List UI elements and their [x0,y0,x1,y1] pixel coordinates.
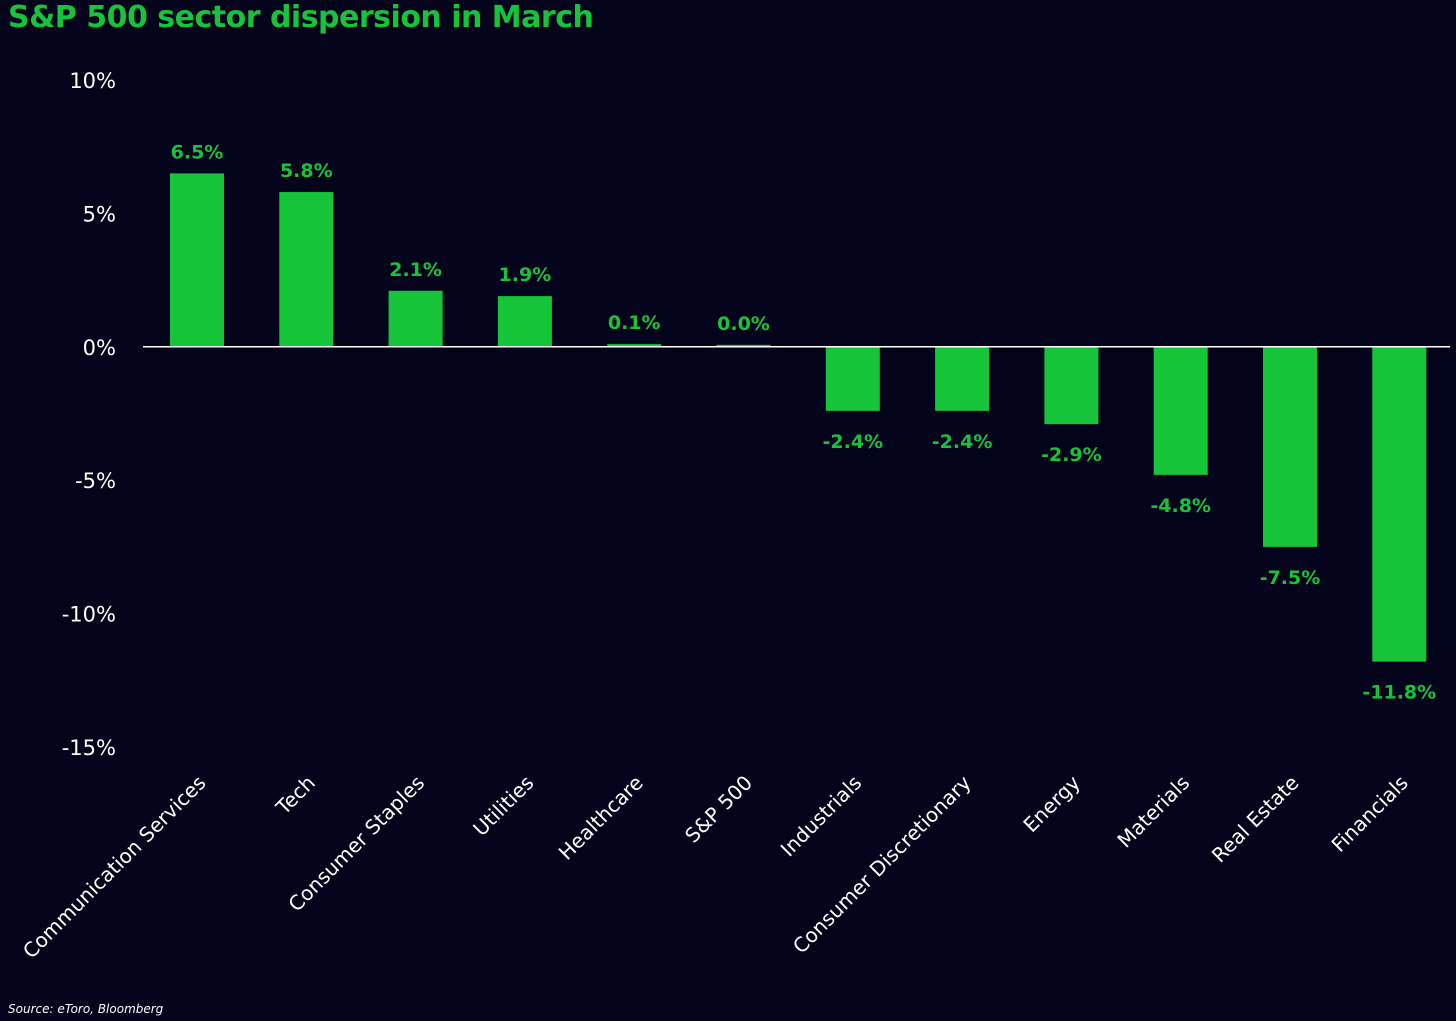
bar [716,344,771,347]
bar [279,192,334,347]
chart-title: S&P 500 sector dispersion in March [8,0,594,35]
value-label: 6.5% [171,141,224,163]
value-label: -2.4% [932,431,993,453]
category-label: Healthcare [554,771,648,865]
value-label: -4.8% [1150,495,1211,517]
bar [1372,346,1427,662]
y-tick-label: -5% [75,469,116,493]
category-label: Consumer Discretionary [788,770,976,958]
bar [170,173,224,347]
value-label: -7.5% [1260,567,1321,589]
category-label: Real Estate [1207,771,1304,868]
bar [1263,346,1317,547]
y-tick-label: 0% [83,336,116,360]
value-label: 5.8% [280,160,333,182]
value-label: 2.1% [389,259,442,281]
y-tick-label: 10% [69,69,116,93]
category-label: Financials [1327,771,1413,857]
category-label: Communication Services [18,771,211,964]
bar [388,290,443,347]
bar [825,346,880,411]
value-label: 0.0% [717,313,770,335]
y-tick-label: -10% [62,603,116,627]
category-label: Materials [1112,771,1194,853]
category-label: S&P 500 [680,771,757,848]
category-label: Energy [1018,770,1085,837]
category-label: Utilities [468,771,538,841]
bar [1044,346,1099,425]
value-label: -11.8% [1362,682,1436,704]
bar [497,296,552,347]
value-label: -2.9% [1041,444,1102,466]
bar [1153,346,1208,475]
bar [935,346,990,411]
y-tick-label: 5% [83,202,116,226]
category-label: Tech [270,771,319,820]
value-label: 1.9% [499,264,552,286]
value-label: -2.4% [823,431,884,453]
chart-source: Source: eToro, Bloomberg [8,1002,164,1016]
bar [607,344,662,347]
y-tick-label: -15% [62,736,116,760]
value-label: 0.1% [608,312,661,334]
category-label: Industrials [776,771,867,862]
